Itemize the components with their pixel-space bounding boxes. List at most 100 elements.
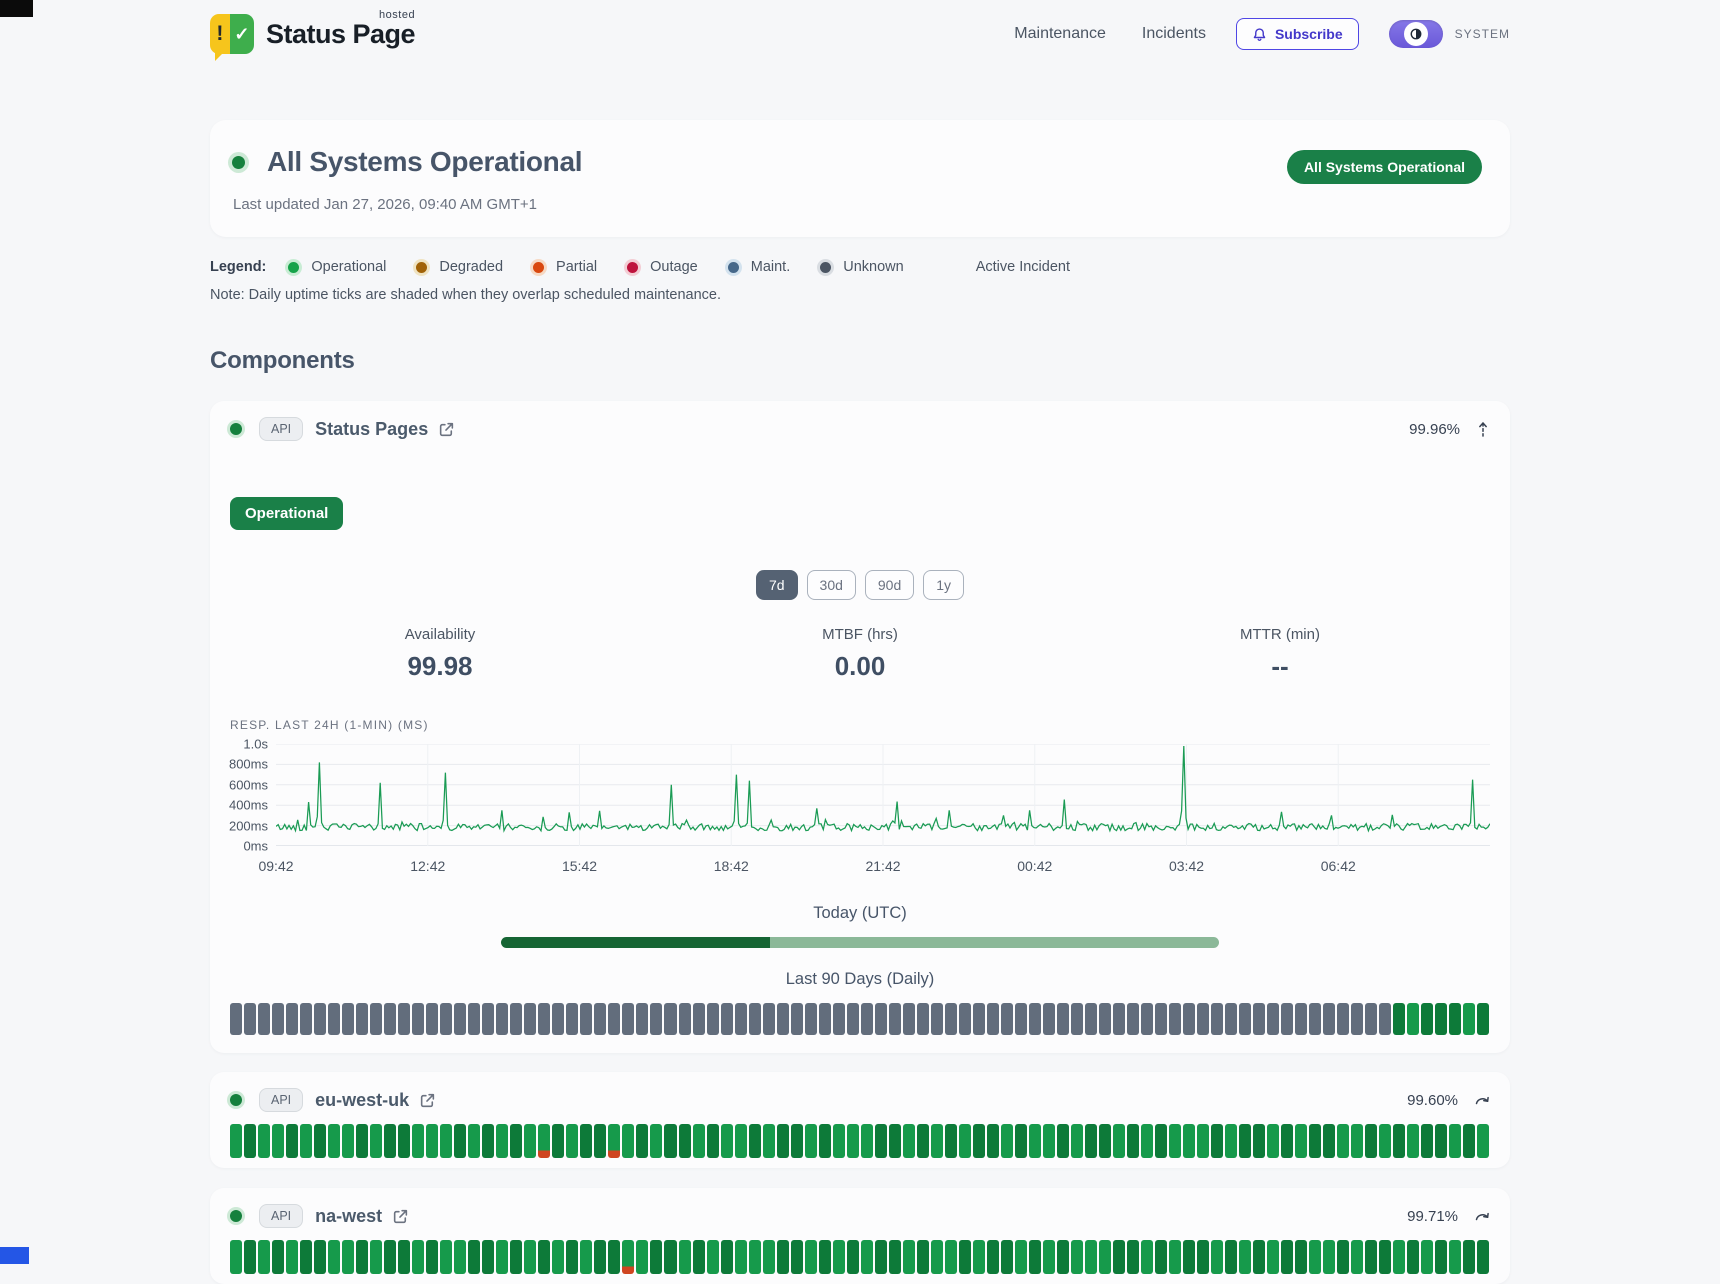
uptime-tick[interactable]	[762, 1124, 775, 1158]
uptime-tick[interactable]	[748, 1003, 761, 1035]
uptime-tick[interactable]	[1281, 1240, 1294, 1274]
uptime-tick[interactable]	[230, 1240, 243, 1274]
uptime-tick[interactable]	[1281, 1124, 1294, 1158]
uptime-tick[interactable]	[1421, 1003, 1434, 1035]
uptime-tick[interactable]	[1098, 1003, 1111, 1035]
uptime-tick[interactable]	[412, 1003, 425, 1035]
uptime-tick[interactable]	[1267, 1240, 1280, 1274]
uptime-tick[interactable]	[650, 1003, 663, 1035]
uptime-tick[interactable]	[1098, 1240, 1111, 1274]
uptime-tick[interactable]	[1337, 1124, 1350, 1158]
uptime-tick[interactable]	[1070, 1240, 1083, 1274]
uptime-tick[interactable]	[1183, 1240, 1196, 1274]
uptime-tick[interactable]	[972, 1124, 985, 1158]
uptime-tick[interactable]	[580, 1240, 593, 1274]
uptime-tick[interactable]	[678, 1124, 691, 1158]
uptime-tick[interactable]	[230, 1124, 243, 1158]
uptime-tick[interactable]	[314, 1003, 327, 1035]
uptime-tick[interactable]	[916, 1003, 929, 1035]
uptime-tick[interactable]	[1477, 1003, 1490, 1035]
uptime-tick[interactable]	[1407, 1124, 1420, 1158]
uptime-tick[interactable]	[1463, 1003, 1476, 1035]
uptime-tick[interactable]	[818, 1124, 831, 1158]
uptime-tick[interactable]	[622, 1003, 635, 1035]
uptime-tick[interactable]	[538, 1003, 551, 1035]
uptime-tick[interactable]	[944, 1240, 957, 1274]
uptime-tick[interactable]	[286, 1124, 299, 1158]
uptime-tick[interactable]	[524, 1240, 537, 1274]
uptime-tick[interactable]	[1449, 1003, 1462, 1035]
uptime-tick[interactable]	[440, 1124, 453, 1158]
uptime-tick[interactable]	[1169, 1240, 1182, 1274]
uptime-tick[interactable]	[356, 1124, 369, 1158]
uptime-tick[interactable]	[230, 1003, 243, 1035]
uptime-tick[interactable]	[1042, 1003, 1055, 1035]
uptime-tick[interactable]	[930, 1240, 943, 1274]
uptime-tick[interactable]	[1070, 1124, 1083, 1158]
uptime-tick[interactable]	[454, 1003, 467, 1035]
uptime-tick[interactable]	[1183, 1124, 1196, 1158]
uptime-tick[interactable]	[1112, 1124, 1125, 1158]
uptime-tick[interactable]	[1323, 1240, 1336, 1274]
uptime-tick[interactable]	[1028, 1124, 1041, 1158]
uptime-tick[interactable]	[314, 1240, 327, 1274]
nav-link-incidents[interactable]: Incidents	[1141, 25, 1206, 42]
uptime-tick[interactable]	[1323, 1124, 1336, 1158]
uptime-tick[interactable]	[860, 1003, 873, 1035]
uptime-tick[interactable]	[1393, 1240, 1406, 1274]
uptime-tick[interactable]	[944, 1124, 957, 1158]
uptime-tick[interactable]	[860, 1124, 873, 1158]
uptime-tick[interactable]	[454, 1240, 467, 1274]
range-button-90d[interactable]: 90d	[864, 570, 915, 600]
uptime-tick[interactable]	[706, 1124, 719, 1158]
uptime-tick[interactable]	[608, 1003, 621, 1035]
uptime-tick[interactable]	[1141, 1003, 1154, 1035]
uptime-tick[interactable]	[762, 1240, 775, 1274]
uptime-tick[interactable]	[1183, 1003, 1196, 1035]
uptime-tick[interactable]	[1421, 1124, 1434, 1158]
uptime-tick[interactable]	[1000, 1240, 1013, 1274]
uptime-tick[interactable]	[1112, 1240, 1125, 1274]
theme-toggle[interactable]	[1388, 20, 1443, 48]
uptime-tick[interactable]	[1141, 1124, 1154, 1158]
sort-up-icon[interactable]	[1476, 421, 1490, 438]
uptime-tick[interactable]	[566, 1003, 579, 1035]
uptime-tick[interactable]	[496, 1240, 509, 1274]
uptime-tick[interactable]	[1337, 1240, 1350, 1274]
uptime-tick[interactable]	[300, 1124, 313, 1158]
uptime-tick[interactable]	[1014, 1124, 1027, 1158]
uptime-tick[interactable]	[1225, 1124, 1238, 1158]
uptime-tick[interactable]	[468, 1124, 481, 1158]
uptime-tick[interactable]	[594, 1003, 607, 1035]
uptime-tick[interactable]	[1365, 1240, 1378, 1274]
uptime-tick[interactable]	[902, 1003, 915, 1035]
uptime-tick[interactable]	[342, 1240, 355, 1274]
uptime-tick[interactable]	[636, 1124, 649, 1158]
uptime-tick[interactable]	[328, 1124, 341, 1158]
uptime-tick[interactable]	[1421, 1240, 1434, 1274]
uptime-tick[interactable]	[1014, 1003, 1027, 1035]
uptime-tick[interactable]	[776, 1003, 789, 1035]
uptime-tick[interactable]	[272, 1124, 285, 1158]
range-button-30d[interactable]: 30d	[806, 570, 856, 600]
uptime-tick[interactable]	[1084, 1003, 1097, 1035]
uptime-tick[interactable]	[776, 1124, 789, 1158]
uptime-tick[interactable]	[524, 1003, 537, 1035]
uptime-tick[interactable]	[1197, 1240, 1210, 1274]
uptime-tick[interactable]	[1211, 1240, 1224, 1274]
uptime-tick[interactable]	[1365, 1003, 1378, 1035]
uptime-tick[interactable]	[692, 1240, 705, 1274]
uptime-tick[interactable]	[258, 1003, 271, 1035]
uptime-tick[interactable]	[930, 1124, 943, 1158]
uptime-tick[interactable]	[902, 1124, 915, 1158]
brand-logo[interactable]: ! ✓ Status Page hosted	[210, 9, 416, 61]
uptime-tick[interactable]	[1028, 1003, 1041, 1035]
uptime-tick[interactable]	[1225, 1240, 1238, 1274]
uptime-tick[interactable]	[342, 1124, 355, 1158]
uptime-tick[interactable]	[1463, 1240, 1476, 1274]
uptime-tick[interactable]	[356, 1240, 369, 1274]
uptime-tick[interactable]	[370, 1003, 383, 1035]
expand-curved-arrow-icon[interactable]	[1474, 1210, 1490, 1223]
uptime-tick[interactable]	[300, 1003, 313, 1035]
uptime-tick[interactable]	[426, 1003, 439, 1035]
